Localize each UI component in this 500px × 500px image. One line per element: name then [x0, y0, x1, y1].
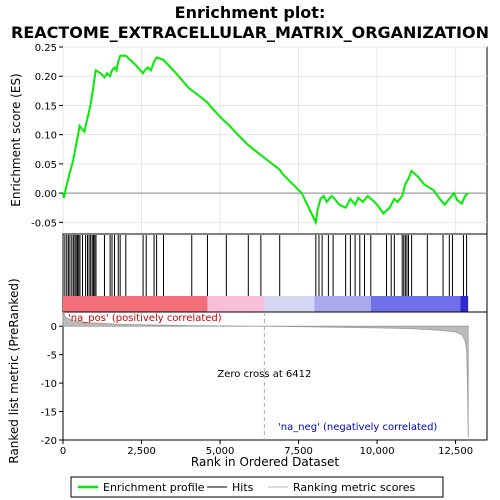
- positive-correlation-label: 'na_pos' (positively correlated): [68, 313, 222, 324]
- heat-band: [63, 296, 208, 312]
- es-tick-label: 0.05: [35, 160, 57, 171]
- x-tick-label: 5,000: [206, 446, 235, 457]
- negative-correlation-label: 'na_neg' (negatively correlated): [278, 422, 437, 433]
- ranking-heatmap: [63, 296, 469, 312]
- legend-label: Enrichment profile: [103, 481, 205, 494]
- metric-axis-label: Ranked list metric (PreRanked): [7, 278, 21, 463]
- zero-cross-label: Zero cross at 6412: [217, 369, 311, 380]
- x-tick-label: 2,500: [127, 446, 156, 457]
- heat-band: [460, 296, 469, 312]
- metric-axis-ticks: 0 -5 -10 -15 -20: [41, 322, 63, 447]
- es-axis-ticks: -0.05 0.00 0.05 0.10 0.15 0.20 0.25: [31, 43, 63, 229]
- enrichment-profile-line: [62, 54, 469, 226]
- metric-tick-label: -15: [41, 408, 57, 419]
- x-tick-label: 12,500: [438, 446, 473, 457]
- es-tick-label: 0.15: [35, 101, 57, 112]
- legend: Enrichment profile Hits Ranking metric sco…: [78, 481, 415, 494]
- legend-box: [70, 476, 444, 498]
- es-tick-label: 0.20: [35, 72, 57, 83]
- es-tick-label: -0.05: [31, 218, 57, 229]
- hit-marks: [64, 235, 468, 296]
- es-tick-label: 0.10: [35, 131, 57, 142]
- es-panel: [62, 46, 488, 235]
- legend-label: Hits: [232, 481, 254, 494]
- metric-tick-label: -20: [41, 436, 57, 447]
- metric-panel: [62, 311, 488, 441]
- metric-tick-label: 0: [51, 322, 57, 333]
- es-tick-label: 0.00: [35, 189, 57, 200]
- legend-label: Ranking metric scores: [293, 481, 415, 494]
- x-axis-label: Rank in Ordered Dataset: [191, 455, 339, 469]
- x-tick-label: 7,500: [284, 446, 313, 457]
- chart-title-line1: Enrichment plot:: [175, 3, 326, 22]
- metric-tick-label: -10: [41, 379, 57, 390]
- heat-band: [264, 296, 315, 312]
- x-tick-label: 10,000: [360, 446, 395, 457]
- ranking-metric-area: [62, 311, 469, 438]
- x-axis-ticks: 0 2,500 5,000 7,500 10,000 12,500: [60, 440, 473, 457]
- x-tick-label: 0: [60, 446, 66, 457]
- metric-tick-label: -5: [47, 351, 57, 362]
- heat-band: [207, 296, 265, 312]
- es-axis-label: Enrichment score (ES): [9, 73, 23, 206]
- chart-title-line2: REACTOME_EXTRACELLULAR_MATRIX_ORGANIZATI…: [11, 23, 489, 42]
- heat-band: [370, 296, 461, 312]
- heat-band: [314, 296, 371, 312]
- es-tick-label: 0.25: [35, 43, 57, 54]
